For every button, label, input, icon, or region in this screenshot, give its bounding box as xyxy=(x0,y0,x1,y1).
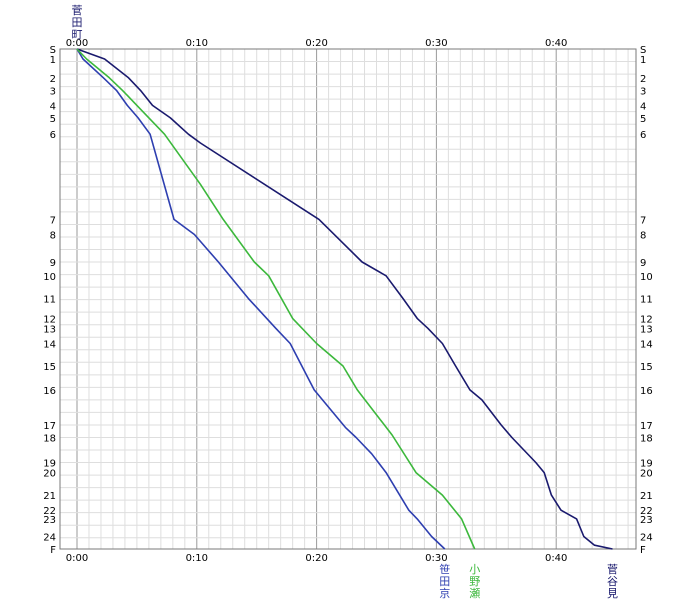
station-label-left: 4 xyxy=(50,101,56,112)
station-label-right: 9 xyxy=(640,258,646,269)
plot-border xyxy=(59,48,637,550)
grid xyxy=(60,48,636,549)
series-end-label-1-char: 見 xyxy=(607,587,618,600)
x-tick-label-top: 0:20 xyxy=(305,38,327,49)
station-label-left: 2 xyxy=(50,74,56,85)
station-label-left: 23 xyxy=(43,515,56,526)
station-label-right: 2 xyxy=(640,74,646,85)
x-tick-label-top: 0:10 xyxy=(186,38,208,49)
station-label-left: 18 xyxy=(43,433,56,444)
station-label-right: 3 xyxy=(640,86,646,97)
series-end-label-2-char: 田 xyxy=(439,575,450,588)
series-end-label-3: 小野瀬 xyxy=(469,563,480,600)
station-label-left: 19 xyxy=(43,459,56,470)
x-tick-label-bottom: 0:40 xyxy=(545,553,567,564)
station-label-right: 12 xyxy=(640,314,653,325)
station-label-left: 5 xyxy=(50,114,56,125)
station-label-right: 8 xyxy=(640,230,646,241)
train-line-2 xyxy=(76,48,446,550)
station-label-right: 23 xyxy=(640,515,653,526)
station-label-right: 5 xyxy=(640,114,646,125)
station-label-right: F xyxy=(640,545,646,556)
station-label-left: 9 xyxy=(50,258,56,269)
x-tick-label-top: 0:30 xyxy=(425,38,447,49)
station-label-right: S xyxy=(640,45,646,56)
station-label-left: 1 xyxy=(50,55,56,66)
station-label-right: 13 xyxy=(640,324,653,335)
train-line-3 xyxy=(76,48,476,550)
x-tick-label-bottom: 0:10 xyxy=(186,553,208,564)
x-tick-label-bottom: 0:30 xyxy=(425,553,447,564)
origin-station-label: 菅田町 xyxy=(72,4,83,41)
train-line-1 xyxy=(76,48,613,550)
station-label-right: 16 xyxy=(640,386,653,397)
origin-station-label-char: 町 xyxy=(72,28,83,41)
station-label-right: 6 xyxy=(640,130,646,141)
series-end-label-3-char: 瀬 xyxy=(469,586,480,600)
origin-station-label-char: 田 xyxy=(72,16,83,29)
station-label-left: S xyxy=(50,45,56,56)
station-label-left: 6 xyxy=(50,130,56,141)
station-label-right: 10 xyxy=(640,272,653,283)
x-tick-label-top: 0:40 xyxy=(545,38,567,49)
station-label-left: 22 xyxy=(43,506,56,517)
station-label-right: 22 xyxy=(640,506,653,517)
station-label-right: 11 xyxy=(640,294,653,305)
station-label-left: F xyxy=(50,545,56,556)
station-label-left: 21 xyxy=(43,491,56,502)
station-label-left: 16 xyxy=(43,386,56,397)
station-label-right: 18 xyxy=(640,433,653,444)
station-label-left: 20 xyxy=(43,469,56,480)
station-label-right: 20 xyxy=(640,469,653,480)
station-label-left: 8 xyxy=(50,230,56,241)
station-label-left: 10 xyxy=(43,272,56,283)
origin-station-label-char: 菅 xyxy=(72,4,83,17)
x-tick-label-bottom: 0:00 xyxy=(66,553,88,564)
series-end-label-2-char: 笹 xyxy=(439,563,450,576)
series-end-label-1: 菅谷見 xyxy=(607,563,618,600)
station-label-left: 3 xyxy=(50,86,56,97)
station-label-left: 24 xyxy=(43,532,56,543)
x-tick-label-bottom: 0:20 xyxy=(305,553,327,564)
series-end-label-2: 笹田京 xyxy=(439,563,450,600)
station-label-right: 14 xyxy=(640,339,653,350)
series-end-label-3-char: 小 xyxy=(469,563,480,576)
station-label-right: 4 xyxy=(640,101,646,112)
station-label-left: 11 xyxy=(43,294,56,305)
x-axis: 0:00 0:00 0:10 0:10 0:20 0:20 0:30 0:30 0:40 0:40 xyxy=(66,38,568,564)
series-end-label-2-char: 京 xyxy=(439,586,450,600)
station-label-left: 14 xyxy=(43,339,56,350)
station-label-right: 1 xyxy=(640,55,646,66)
series-end-label-1-char: 谷 xyxy=(607,575,618,588)
x-tick-label-top: 0:00 xyxy=(66,38,88,49)
station-label-right: 21 xyxy=(640,491,653,502)
series-group xyxy=(76,48,613,550)
station-label-right: 15 xyxy=(640,362,653,373)
station-label-left: 12 xyxy=(43,314,56,325)
station-label-right: 7 xyxy=(640,215,646,226)
station-label-right: 24 xyxy=(640,532,653,543)
station-label-left: 17 xyxy=(43,421,56,432)
station-label-left: 7 xyxy=(50,215,56,226)
station-label-left: 13 xyxy=(43,324,56,335)
series-end-label-3-char: 野 xyxy=(469,575,480,588)
station-label-left: 15 xyxy=(43,362,56,373)
series-end-label-1-char: 菅 xyxy=(607,563,618,576)
station-label-right: 19 xyxy=(640,459,653,470)
station-label-right: 17 xyxy=(640,421,653,432)
plot-frame xyxy=(59,48,637,550)
